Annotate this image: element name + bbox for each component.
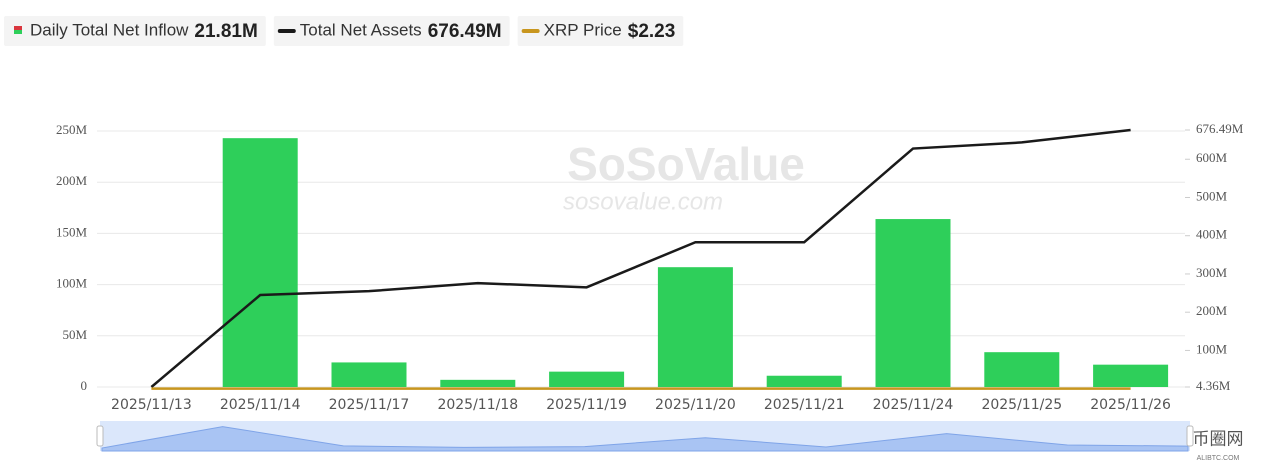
x-tick-label: 2025/11/18 xyxy=(437,397,518,413)
legend-swatch xyxy=(14,26,22,30)
x-tick-label: 2025/11/25 xyxy=(981,397,1062,413)
line xyxy=(150,128,1131,388)
y2-tick-label: 600M xyxy=(1196,150,1228,165)
legend-label: Total Net Assets xyxy=(300,20,422,39)
legend-item: Total Net Assets 676.49M xyxy=(273,16,510,46)
y-tick-label: 200M xyxy=(56,173,88,188)
y2-tick-label: 500M xyxy=(1196,188,1228,203)
x-tick-label: 2025/11/13 xyxy=(111,397,192,413)
legend-value: 21.81M xyxy=(194,21,257,42)
y-tick-label: 0 xyxy=(81,378,88,393)
legend-item: Daily Total Net Inflow 21.81M xyxy=(4,16,266,46)
x-tick-label: 2025/11/20 xyxy=(655,397,736,413)
watermark-site: sosovalue.com xyxy=(563,188,723,215)
y-tick-label: 50M xyxy=(62,327,87,342)
source-logo: 币圈网 xyxy=(1193,429,1244,448)
legend-bg xyxy=(4,16,266,46)
x-tick-label: 2025/11/19 xyxy=(546,397,627,413)
legend-value: $2.23 xyxy=(628,21,676,42)
y2-tick-label: 4.36M xyxy=(1196,378,1231,393)
legend-bg xyxy=(517,16,684,46)
x-tick-label: 2025/11/26 xyxy=(1090,397,1171,413)
bar xyxy=(222,138,298,387)
bar xyxy=(875,219,951,387)
bar xyxy=(766,375,842,387)
y2-tick-label: 200M xyxy=(1196,303,1228,318)
y-tick-label: 100M xyxy=(56,276,88,291)
bar xyxy=(657,267,733,387)
bar xyxy=(331,362,407,387)
x-tick-label: 2025/11/14 xyxy=(220,397,301,413)
x-tick-label: 2025/11/17 xyxy=(329,397,410,413)
y2-tick-label: 400M xyxy=(1196,227,1228,242)
bar xyxy=(440,379,516,387)
bar xyxy=(1093,364,1169,387)
y2-tick-label: 676.49M xyxy=(1196,121,1244,136)
bar xyxy=(549,371,625,387)
y2-tick-label: 300M xyxy=(1196,265,1228,280)
legend-item: XRP Price $2.23 xyxy=(517,16,684,46)
legend-bg xyxy=(273,16,510,46)
x-tick-label: 2025/11/21 xyxy=(764,397,845,413)
y-tick-label: 250M xyxy=(56,122,88,137)
navigator-handle[interactable] xyxy=(1186,425,1194,447)
navigator-handle[interactable] xyxy=(96,425,104,447)
y2-tick-label: 100M xyxy=(1196,341,1228,356)
y-tick-label: 150M xyxy=(56,224,88,239)
watermark: SoSoValue xyxy=(567,138,805,190)
legend-swatch xyxy=(14,30,22,34)
legend-label: XRP Price xyxy=(544,20,622,39)
x-tick-label: 2025/11/24 xyxy=(873,397,954,413)
bar xyxy=(984,352,1060,387)
source-logo-site: ALIBTC.COM xyxy=(1197,455,1240,462)
legend-label: Daily Total Net Inflow xyxy=(30,20,189,39)
legend-value: 676.49M xyxy=(428,21,502,42)
legend: Daily Total Net Inflow 21.81M Total Net As… xyxy=(4,16,684,46)
